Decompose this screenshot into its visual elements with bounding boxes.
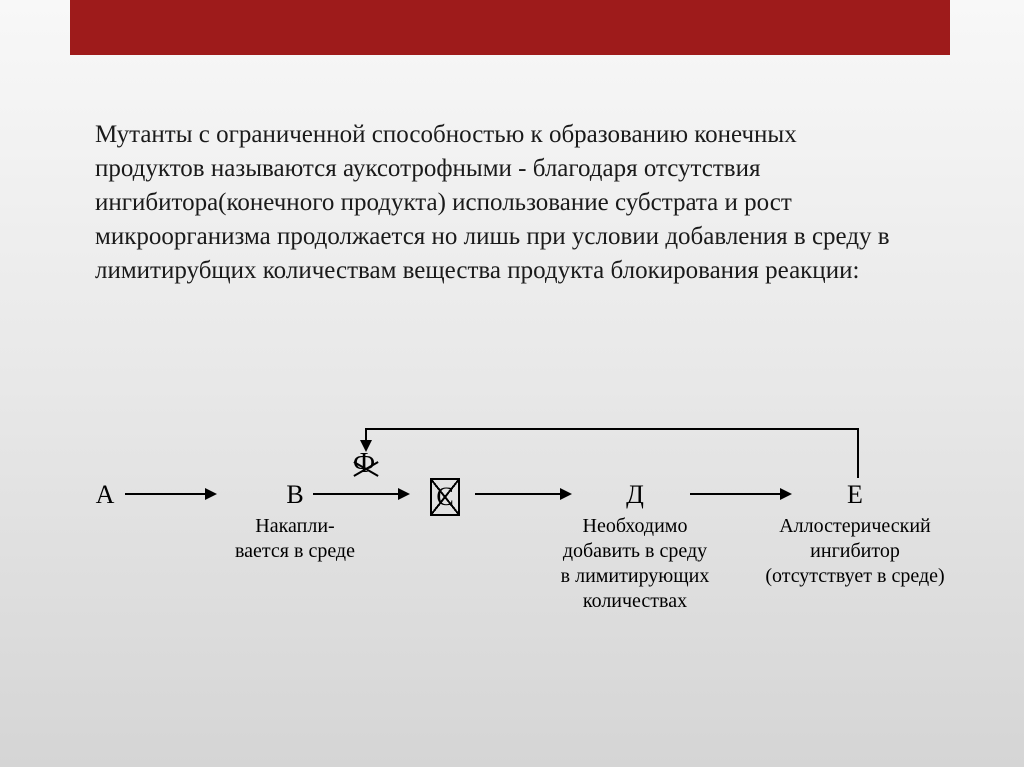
node-b-letter: В [210,480,380,510]
node-c-blocked-box: C [430,478,459,516]
paragraph-text: Мутанты с ограниченной способностью к об… [95,118,895,288]
arrow-b-c [313,493,408,495]
node-d: Д Необходимодобавить в средув лимитирующ… [525,480,745,614]
feedback-line-top [365,428,859,430]
node-e-letter: Е [755,480,955,510]
node-c-letter: C [436,482,453,511]
node-e: Е Аллостерическийингибитор(отсутствует в… [755,480,955,589]
node-a: А [85,480,125,514]
node-c: C [425,478,465,516]
node-e-caption: Аллостерическийингибитор(отсутствует в с… [755,514,955,589]
node-d-caption: Необходимодобавить в средув лимитирующих… [525,514,745,614]
arrow-a-b [125,493,215,495]
flowchart-diagram: Ф А В Накапли-вается в среде C Д Необход… [75,420,945,680]
feedback-line-left-arrow [365,428,367,450]
node-d-letter: Д [525,480,745,510]
header-bar [70,0,950,55]
node-a-letter: А [85,480,125,510]
node-b-caption: Накапли-вается в среде [210,514,380,564]
feedback-line-right [857,428,859,478]
